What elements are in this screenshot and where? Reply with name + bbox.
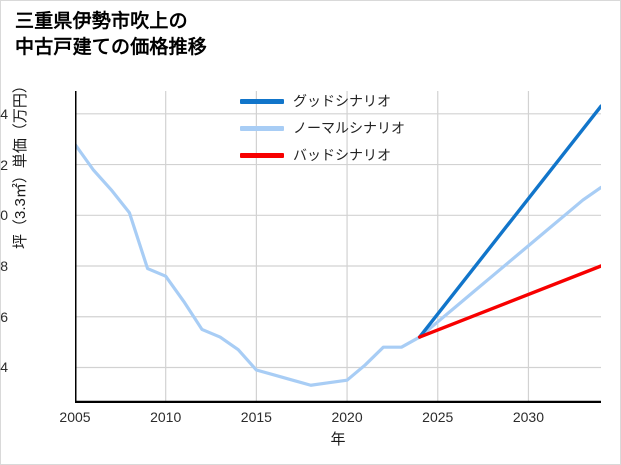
- y-tick-label: 30: [0, 207, 8, 224]
- chart-legend: グッドシナリオ ノーマルシナリオ バッドシナリオ: [240, 93, 405, 163]
- legend-item[interactable]: ノーマルシナリオ: [240, 120, 405, 136]
- y-tick-label: 32: [0, 156, 8, 173]
- series-line: [417, 104, 601, 339]
- legend-label: バッドシナリオ: [293, 147, 391, 163]
- data-series-group: [75, 104, 601, 387]
- x-tick-label: 2015: [240, 409, 272, 425]
- series-line: [417, 264, 601, 339]
- series-line: [75, 142, 601, 387]
- y-tick-label: 28: [0, 258, 8, 275]
- legend-item[interactable]: バッドシナリオ: [240, 147, 405, 163]
- x-tick-label: 2010: [150, 409, 182, 425]
- legend-label: ノーマルシナリオ: [293, 120, 405, 136]
- legend-label: グッドシナリオ: [293, 93, 391, 109]
- legend-item[interactable]: グッドシナリオ: [240, 93, 405, 109]
- y-tick-label: 24: [0, 359, 8, 376]
- chart-title: 三重県伊勢市吹上の 中古戸建ての価格推移: [15, 11, 208, 58]
- y-tick-label: 26: [0, 308, 8, 325]
- chart-canvas: [75, 91, 601, 403]
- legend-color-swatch: [240, 152, 284, 158]
- x-tick-label: 2025: [422, 409, 454, 425]
- y-tick-label: 34: [0, 105, 8, 122]
- plot-area: [75, 91, 601, 403]
- y-axis-label: 坪（3.3㎡）単価（万円）: [12, 78, 29, 249]
- x-tick-label: 2030: [512, 409, 545, 425]
- x-tick-label: 2020: [331, 409, 363, 425]
- grid-lines: [75, 91, 601, 403]
- x-axis-label: 年: [330, 431, 346, 448]
- legend-color-swatch: [240, 98, 284, 104]
- x-tick-label: 2005: [59, 409, 91, 425]
- legend-color-swatch: [240, 125, 284, 131]
